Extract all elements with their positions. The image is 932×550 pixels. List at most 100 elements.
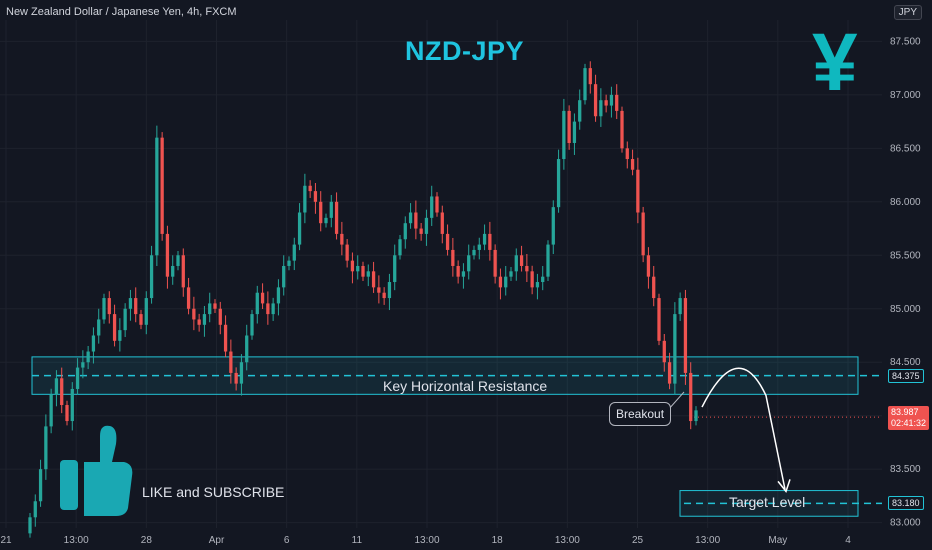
currency-button[interactable]: JPY [893,5,922,20]
candle-body [202,314,207,325]
candle-body [493,249,497,277]
candle-body [398,239,402,256]
candle-body [171,265,175,277]
candle-body [456,265,460,277]
candle-body [435,196,439,213]
candle-body [646,255,651,277]
candle-body [467,255,471,272]
candle-body [673,314,677,384]
candle-body [625,148,629,160]
candle-body [377,287,381,293]
candle-body [430,196,434,218]
x-tick-label: 13:00 [555,535,580,546]
x-tick-label: 25 [632,535,644,546]
candle-body [97,319,101,336]
candle-body [578,100,582,122]
candle-body [361,265,365,277]
candle-body [652,276,656,299]
candle-body [667,362,672,384]
candle-body [128,298,133,309]
candle-body [229,351,233,373]
candle-body [144,298,148,325]
candle-body [641,212,645,256]
candle-body [160,137,164,234]
candle-body [683,298,688,373]
x-tick-label: May [768,535,787,546]
candle-body [689,372,693,422]
candle-body [371,271,376,288]
candle-body [81,362,85,368]
candle-body [334,201,339,234]
candlesticks [28,61,698,538]
candle-body [271,303,275,315]
x-tick-label: Apr [209,535,225,546]
candle-body [276,287,281,304]
candle-body [181,255,185,288]
candle-body [694,410,698,422]
candle-body [567,110,571,143]
y-tick-label: 83.000 [890,518,921,529]
y-tick-label: 86.000 [890,197,921,208]
candle-body [451,249,455,266]
x-tick-label: 18 [492,535,504,546]
candle-body [356,265,360,272]
candle-body [445,233,450,250]
candle-body [197,319,201,325]
candle-body [308,185,312,192]
candle-body [134,298,138,315]
candle-body [408,212,413,224]
candle-body [482,233,487,245]
y-tick-label: 87.000 [890,90,921,101]
candle-body [245,335,249,363]
candle-body [556,159,561,208]
candle-body [419,228,423,234]
y-tick-label: 85.000 [890,304,921,315]
resistance-price-tag: 84.375 [888,368,924,383]
y-tick-label: 87.500 [890,36,921,47]
candle-body [60,378,64,406]
candle-body [165,233,170,277]
candle-body [387,282,392,299]
y-axis: 87.500 87.000 86.500 86.000 85.500 85.000 84.5… [890,36,921,528]
candle-body [186,287,191,309]
candle-body [329,201,333,218]
candle-body [620,110,624,149]
current-price-value: 83.987 [891,407,919,418]
breakout-callout: Breakout [609,402,672,426]
y-tick-label: 86.500 [890,143,921,154]
candle-body [255,292,259,315]
candle-body [107,298,111,315]
candle-body [260,292,265,304]
x-tick-label: 13:00 [414,535,439,546]
x-tick-label: 4 [845,535,851,546]
candle-body [530,271,534,288]
candle-body [519,255,524,266]
candle-body [287,260,291,266]
candle-body [250,314,254,336]
candle-body [65,405,69,422]
candle-body [604,100,608,106]
candle-body [303,185,307,213]
candle-body [593,84,598,117]
candle-body [123,308,127,331]
candle-body [662,340,666,363]
chart-title: NZD-JPY [405,36,525,66]
x-tick-label: 28 [141,535,153,546]
candle-body [562,110,566,160]
candle-body [149,255,154,299]
candle-body [345,244,349,261]
x-axis: 21 13:00 28 Apr 6 11 13:00 18 13:00 25 13:00 May 4 [0,535,851,546]
candle-body [33,501,37,518]
candle-body [176,255,180,266]
candle-body [504,276,508,288]
x-tick-label: 21 [0,535,12,546]
symbol-description: New Zealand Dollar / Japanese Yen, 4h, F… [6,6,237,18]
candle-body [44,426,48,470]
candle-body [223,324,228,352]
candle-body [472,249,476,256]
candle-body [541,276,545,283]
candle-body [192,308,196,320]
candle-body [366,271,370,277]
target-price-tag: 83.180 [888,496,924,511]
